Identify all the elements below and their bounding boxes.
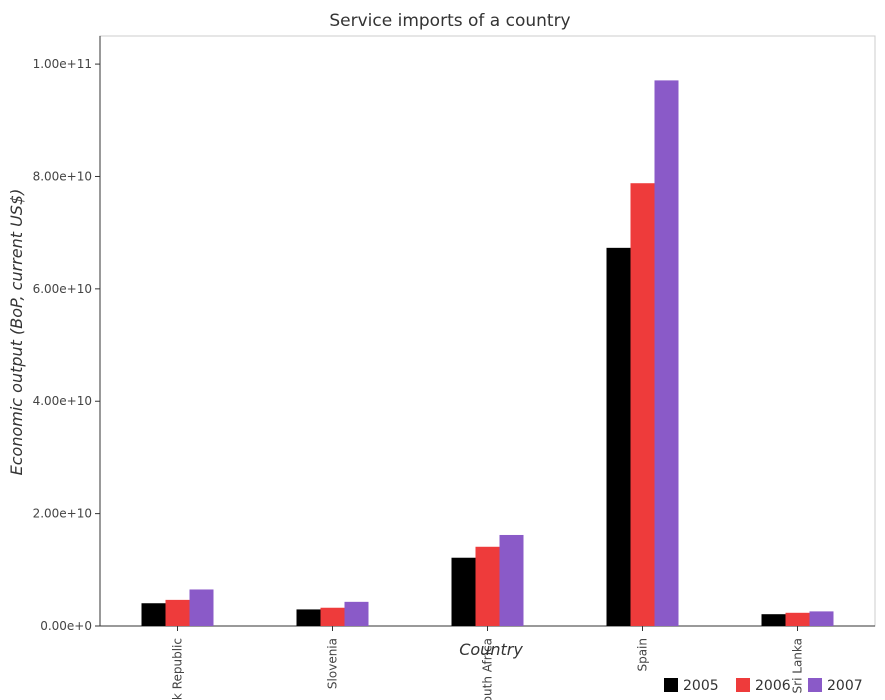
x-axis-title: Country xyxy=(459,640,523,659)
bar-2005 xyxy=(296,609,321,626)
bar-2007 xyxy=(344,601,369,626)
bar-2005 xyxy=(761,614,786,626)
legend-swatch xyxy=(808,678,822,692)
bar-2007 xyxy=(499,534,524,626)
x-tick-label: Slovenia xyxy=(326,638,340,689)
x-tick-label: Slovak Republic xyxy=(171,638,185,700)
y-tick-label: 2.00e+10 xyxy=(33,507,92,521)
bar-2007 xyxy=(189,589,214,626)
bar-2005 xyxy=(606,247,631,627)
plot-frame xyxy=(99,35,876,627)
x-tick-label: Spain xyxy=(636,638,650,672)
bar-2006 xyxy=(630,183,655,626)
legend-label: 2006 xyxy=(755,678,791,694)
legend-swatch xyxy=(736,678,750,692)
y-tick-label: 4.00e+10 xyxy=(33,394,92,408)
bar-2006 xyxy=(785,612,810,626)
y-axis: 0.00e+0 2.00e+10 4.00e+10 6.00e+10 8.00e+10 1… xyxy=(33,36,101,633)
x-tick-label: Sri Lanka xyxy=(791,638,805,693)
bar-2007 xyxy=(654,80,679,626)
bar-2006 xyxy=(320,607,345,626)
x-axis: Slovak Republic Slovenia South Africa Spain… xyxy=(100,625,875,700)
y-tick-label: 6.00e+10 xyxy=(33,282,92,296)
chart-title: Service imports of a country xyxy=(329,11,570,31)
y-tick-label: 0.00e+0 xyxy=(40,619,92,633)
bar-2006 xyxy=(475,546,500,626)
legend-label: 2005 xyxy=(683,678,719,694)
bar-2007 xyxy=(809,611,834,626)
bar-2005 xyxy=(451,557,476,626)
x-tick-label: South Africa xyxy=(481,638,495,700)
bar-2006 xyxy=(165,599,190,626)
y-axis-title: Economic output (BoP, current US$) xyxy=(7,189,26,476)
bars xyxy=(141,80,834,627)
legend-label: 2007 xyxy=(827,678,863,694)
y-tick-label: 1.00e+11 xyxy=(33,57,92,71)
y-tick-label: 8.00e+10 xyxy=(33,169,92,183)
bar-2005 xyxy=(141,603,166,626)
legend-swatch xyxy=(664,678,678,692)
legend: 2005 2006 2007 xyxy=(664,678,863,694)
